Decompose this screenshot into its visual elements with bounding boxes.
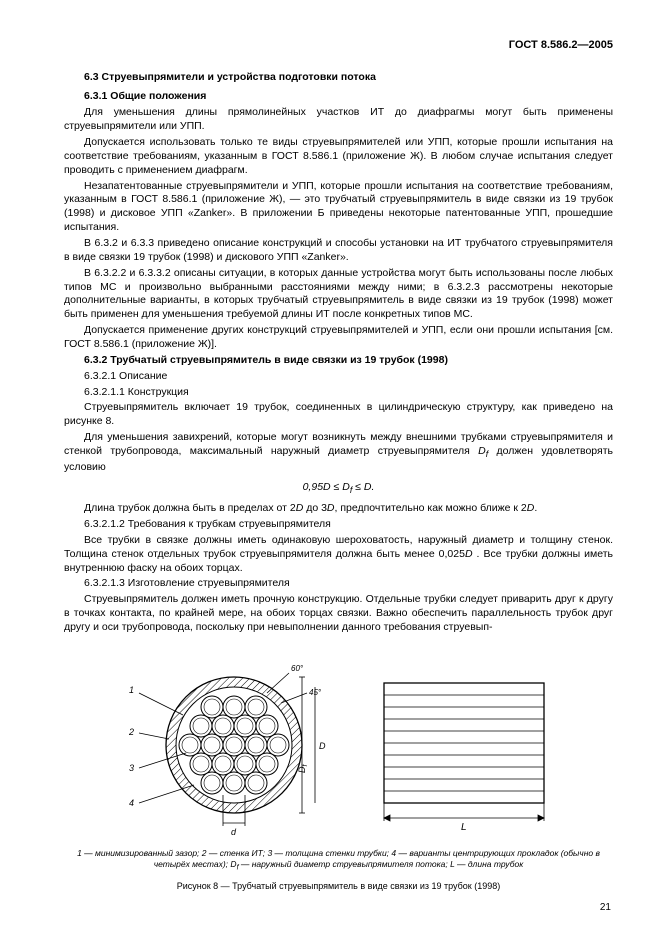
svg-text:D: D xyxy=(319,741,326,751)
page-number: 21 xyxy=(600,901,611,914)
svg-text:45°: 45° xyxy=(309,688,322,697)
paragraph: Все трубки в связке должны иметь одинако… xyxy=(64,534,613,576)
section-6-3-2-title: 6.3.2 Трубчатый струевыпрямитель в виде … xyxy=(64,354,613,368)
paragraph: Струевыпрямитель должен иметь прочную ко… xyxy=(64,593,613,635)
document-page: ГОСТ 8.586.2—2005 6.3 Струевыпрямители и… xyxy=(0,0,661,936)
document-header: ГОСТ 8.586.2—2005 xyxy=(64,38,613,53)
paragraph: Струевыпрямитель включает 19 трубок, сое… xyxy=(64,401,613,429)
svg-text:2: 2 xyxy=(128,727,134,737)
section-6-3-2-1: 6.3.2.1 Описание xyxy=(64,370,613,384)
paragraph: Допускается использовать только те виды … xyxy=(64,136,613,178)
figure-8-cross-section: 1 2 3 4 60° 45° D xyxy=(119,653,329,838)
section-6-3-title: 6.3 Струевыпрямители и устройства подгот… xyxy=(64,71,613,85)
section-6-3-1-title: 6.3.1 Общие положения xyxy=(64,90,613,104)
paragraph: В 6.3.2 и 6.3.3 приведено описание конст… xyxy=(64,237,613,265)
svg-text:60°: 60° xyxy=(291,664,304,673)
paragraph: В 6.3.2.2 и 6.3.3.2 описаны ситуации, в … xyxy=(64,267,613,322)
paragraph: Для уменьшения завихрений, которые могут… xyxy=(64,431,613,474)
section-6-3-2-1-2: 6.3.2.1.2 Требования к трубкам струевыпр… xyxy=(64,518,613,532)
paragraph: Для уменьшения длины прямолинейных участ… xyxy=(64,106,613,134)
figure-8: 1 2 3 4 60° 45° D xyxy=(64,653,613,893)
svg-text:4: 4 xyxy=(129,798,134,808)
paragraph: Длина трубок должна быть в пределах от 2… xyxy=(64,502,613,516)
figure-8-legend: 1 — минимизированный зазор; 2 — стенка И… xyxy=(64,848,613,873)
figure-8-title: Рисунок 8 — Трубчатый струевыпрямитель в… xyxy=(64,881,613,893)
section-6-3-2-1-1: 6.3.2.1.1 Конструкция xyxy=(64,386,613,400)
section-6-3-2-1-3: 6.3.2.1.3 Изготовление струевыпрямителя xyxy=(64,577,613,591)
formula: 0,95D ≤ Df ≤ D. xyxy=(64,481,613,497)
paragraph: Незапатентованные струевыпрямители и УПП… xyxy=(64,180,613,235)
svg-text:3: 3 xyxy=(129,763,134,773)
figure-8-length-view: L xyxy=(369,673,559,838)
paragraph: Допускается применение других конструкци… xyxy=(64,324,613,352)
dimension-L-label: L xyxy=(461,822,467,833)
svg-text:d: d xyxy=(231,827,237,837)
svg-text:1: 1 xyxy=(129,685,134,695)
